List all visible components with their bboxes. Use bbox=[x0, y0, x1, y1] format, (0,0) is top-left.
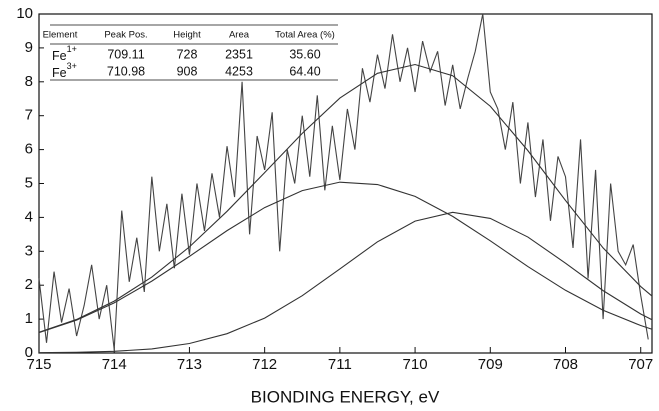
data-line bbox=[38, 211, 653, 354]
y-tick-label: 3 bbox=[25, 242, 33, 259]
x-tick-label: 708 bbox=[553, 356, 578, 373]
table-cell: 64.40 bbox=[289, 64, 320, 78]
table-header: Total Area (%) bbox=[275, 30, 335, 41]
element-name: Fe bbox=[52, 49, 67, 63]
data-line bbox=[38, 63, 653, 333]
y-tick-label: 0 bbox=[25, 344, 33, 361]
x-tick-label: 707 bbox=[628, 356, 653, 373]
table-cell: 709.11 bbox=[107, 47, 144, 61]
data-line bbox=[38, 181, 653, 334]
y-tick-label: 2 bbox=[25, 276, 33, 293]
element-name: Fe bbox=[52, 66, 67, 80]
charge: 3+ bbox=[67, 61, 77, 71]
y-tick-label: 9 bbox=[25, 39, 33, 56]
x-tick-label: 714 bbox=[102, 356, 127, 373]
table-cell: 908 bbox=[177, 64, 198, 78]
x-tick-label: 709 bbox=[478, 356, 503, 373]
table-cell: 35.60 bbox=[289, 47, 320, 61]
table-cell: 2351 bbox=[225, 47, 253, 61]
y-tick-label: 8 bbox=[25, 73, 33, 90]
y-tick-label: 5 bbox=[25, 174, 33, 191]
charge: 1+ bbox=[67, 44, 77, 54]
x-tick-label: 715 bbox=[26, 356, 51, 373]
table-header: Area bbox=[229, 30, 250, 41]
y-tick-label: 6 bbox=[25, 141, 33, 158]
x-axis-label: BIONDING ENERGY, eV bbox=[251, 387, 440, 406]
y-tick-label: 7 bbox=[25, 107, 33, 124]
y-tick-label: 10 bbox=[16, 5, 33, 22]
table-header: Element bbox=[43, 30, 78, 41]
element-label: Fe3+ bbox=[52, 61, 77, 80]
y-tick-label: 4 bbox=[25, 208, 33, 225]
element-label: Fe1+ bbox=[52, 44, 77, 63]
y-tick-label: 1 bbox=[25, 310, 33, 327]
peak-table: Element Peak Pos. Height Area Total Area (%)… bbox=[43, 24, 338, 81]
table-cell: 710.98 bbox=[107, 64, 145, 78]
table-header: Peak Pos. bbox=[104, 30, 147, 41]
data-line bbox=[38, 13, 649, 350]
table-cell: 4253 bbox=[225, 64, 253, 78]
x-tick-label: 712 bbox=[252, 356, 277, 373]
x-tick-label: 713 bbox=[177, 356, 202, 373]
table-header: Height bbox=[173, 30, 201, 41]
table-cell: 728 bbox=[177, 47, 198, 61]
x-tick-label: 710 bbox=[403, 356, 428, 373]
x-tick-label: 711 bbox=[328, 356, 352, 373]
